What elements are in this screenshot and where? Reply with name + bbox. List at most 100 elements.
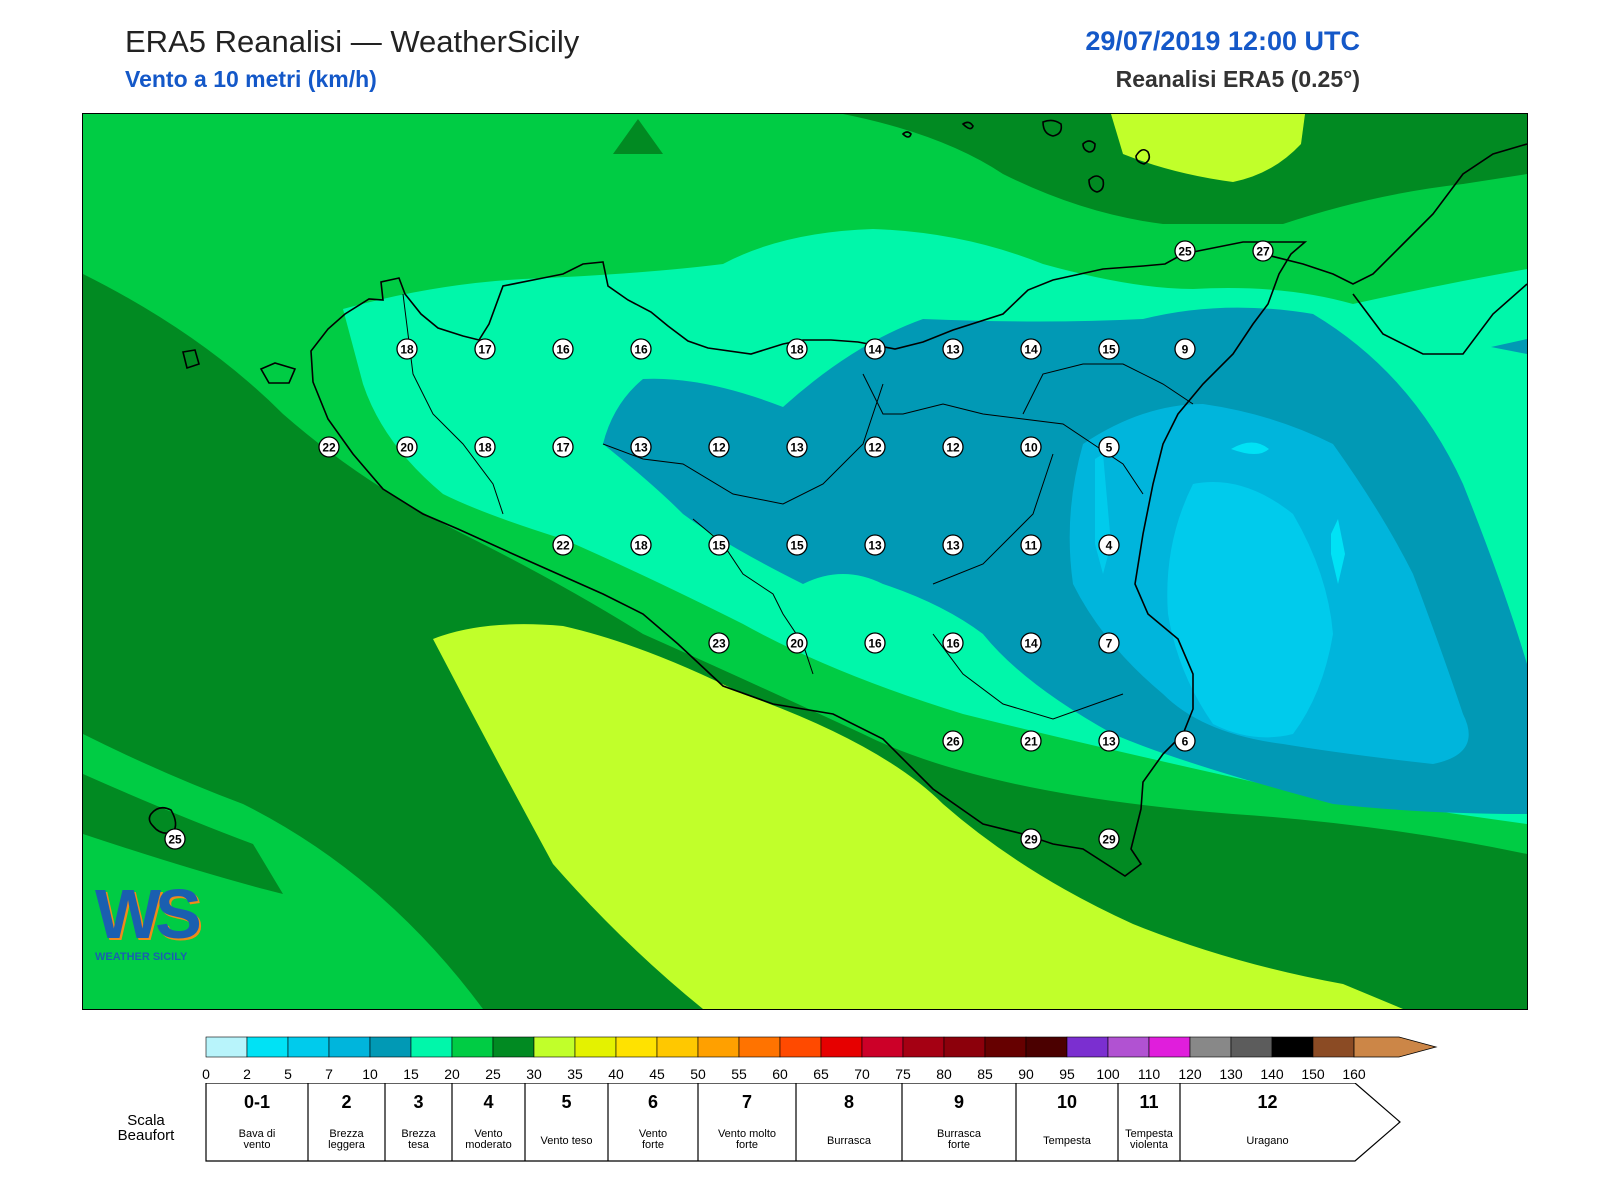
station-value: 25 — [168, 833, 182, 847]
station-circle — [474, 436, 496, 458]
beaufort-label: Brezza — [401, 1128, 436, 1140]
station-circle — [942, 632, 964, 654]
beaufort-number: 5 — [561, 1092, 571, 1112]
colorbar-tick: 140 — [1260, 1066, 1284, 1082]
colorbar-tick: 90 — [1018, 1066, 1034, 1082]
station-circle — [1174, 730, 1196, 752]
station-circle — [630, 338, 652, 360]
station-value: 16 — [634, 343, 648, 357]
station-marker: 12 — [864, 436, 886, 458]
station-marker: 18 — [630, 534, 652, 556]
station-marker: 25 — [164, 828, 186, 850]
logo-text: WEATHER SICILY — [95, 951, 188, 963]
station-marker: 25 — [1174, 240, 1196, 262]
beaufort-label: Vento teso — [541, 1135, 593, 1147]
station-value: 22 — [556, 539, 570, 553]
beaufort-number: 3 — [413, 1092, 423, 1112]
station-value: 29 — [1024, 833, 1038, 847]
colorbar-swatch — [1107, 1036, 1150, 1058]
station-circle — [1020, 436, 1042, 458]
station-circle — [1098, 338, 1120, 360]
calabria-coastline — [1262, 143, 1527, 285]
colorbar-tick: 80 — [936, 1066, 952, 1082]
beaufort-label: Uragano — [1246, 1135, 1288, 1147]
station-marker: 17 — [474, 338, 496, 360]
station-marker: 13 — [1098, 730, 1120, 752]
colorbar-swatch — [697, 1036, 740, 1058]
station-value: 25 — [1178, 245, 1192, 259]
colorbar-tick: 35 — [567, 1066, 583, 1082]
station-circle — [1020, 828, 1042, 850]
station-marker: 16 — [942, 632, 964, 654]
station-value: 20 — [400, 441, 414, 455]
station-value: 13 — [946, 539, 960, 553]
beaufort-label: tesa — [408, 1139, 430, 1151]
station-circle — [864, 338, 886, 360]
station-circle — [1174, 240, 1196, 262]
sicily-coastline — [310, 241, 1308, 877]
colorbar-swatch — [533, 1036, 576, 1058]
station-value: 12 — [868, 441, 882, 455]
band-2-5 — [1231, 442, 1269, 454]
station-value: 13 — [1102, 735, 1116, 749]
station-marker: 13 — [942, 534, 964, 556]
station-value: 13 — [946, 343, 960, 357]
station-circle — [630, 436, 652, 458]
beaufort-number: 12 — [1257, 1092, 1277, 1112]
station-marker: 29 — [1098, 828, 1120, 850]
station-marker: 7 — [1098, 632, 1120, 654]
station-circle — [786, 436, 808, 458]
station-value: 17 — [478, 343, 492, 357]
colorbar-swatch — [779, 1036, 822, 1058]
station-circle — [1098, 534, 1120, 556]
station-circle — [1020, 534, 1042, 556]
colorbar-tick: 50 — [690, 1066, 706, 1082]
station-circle — [552, 534, 574, 556]
beaufort-label: forte — [948, 1139, 970, 1151]
station-marker: 6 — [1174, 730, 1196, 752]
colorbar-swatch — [574, 1036, 617, 1058]
station-value: 13 — [790, 441, 804, 455]
station-circle — [552, 338, 574, 360]
colorbar-swatch — [861, 1036, 904, 1058]
colorbar: 0 2 5 7 10 15 20 25 30 35 40 45 50 55 60 65 70 75 80 85 90 95… — [202, 1036, 1438, 1082]
station-circle — [474, 338, 496, 360]
station-value: 20 — [790, 637, 804, 651]
beaufort-label: leggera — [328, 1139, 366, 1151]
colorbar-tick: 160 — [1342, 1066, 1366, 1082]
beaufort-caption-line2: Beaufort — [117, 1127, 175, 1144]
station-value: 18 — [400, 343, 414, 357]
map-title: ERA5 Reanalisi — WeatherSicily — [125, 24, 580, 59]
band-5-7 — [1167, 482, 1333, 738]
station-circle — [864, 534, 886, 556]
station-marker: 14 — [1020, 632, 1042, 654]
wind-map: 25 27 18 17 16 16 18 14 13 14 15 9 22 20 18 17 13 12 13 12 1… — [82, 113, 1528, 1010]
colorbar-swatch — [1148, 1036, 1191, 1058]
station-value: 22 — [322, 441, 336, 455]
station-circle — [1098, 828, 1120, 850]
station-value: 10 — [1024, 441, 1038, 455]
colorbar-swatch — [410, 1036, 453, 1058]
beaufort-frame — [205, 1083, 1401, 1162]
colorbar-swatch — [1312, 1036, 1355, 1058]
station-value: 23 — [712, 637, 726, 651]
colorbar-tick: 95 — [1059, 1066, 1075, 1082]
logo-letters: WS — [95, 875, 202, 953]
station-markers: 25 27 18 17 16 16 18 14 13 14 15 9 22 20 18 17 13 12 13 12 1… — [164, 240, 1274, 850]
station-marker: 10 — [1020, 436, 1042, 458]
beaufort-label: Tempesta — [1125, 1128, 1174, 1140]
colorbar-swatch — [820, 1036, 863, 1058]
station-circle — [942, 338, 964, 360]
colorbar-tick: 100 — [1096, 1066, 1120, 1082]
colorbar-swatch — [328, 1036, 371, 1058]
station-circle — [708, 534, 730, 556]
station-marker: 17 — [552, 436, 574, 458]
station-marker: 15 — [1098, 338, 1120, 360]
band-30-35 — [433, 624, 1403, 1009]
station-value: 27 — [1256, 245, 1270, 259]
station-marker: 13 — [630, 436, 652, 458]
station-marker: 13 — [864, 534, 886, 556]
colorbar-swatch — [451, 1036, 494, 1058]
station-marker: 22 — [318, 436, 340, 458]
station-circle — [786, 534, 808, 556]
